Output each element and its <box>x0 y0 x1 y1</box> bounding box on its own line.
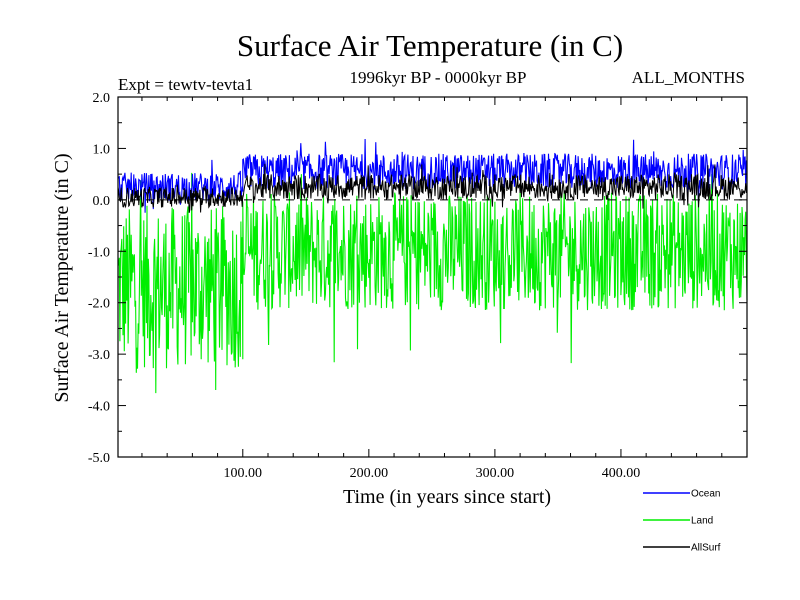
y-tick-label: -2.0 <box>88 297 110 312</box>
series-layer <box>117 138 748 394</box>
y-tick-label: -5.0 <box>88 451 110 466</box>
legend: Ocean Land AllSurf <box>643 489 721 554</box>
chart-subtitle: 1996kyr BP - 0000kyr BP <box>350 68 527 87</box>
experiment-label: Expt = tewtv-tevta1 <box>118 75 253 94</box>
y-tick-label: -3.0 <box>88 348 110 363</box>
y-axis-label: Surface Air Temperature (in C) <box>51 153 73 402</box>
x-axis: 100.00 200.00 300.00 400.00 <box>141 97 723 481</box>
x-tick-label: 400.00 <box>602 466 641 481</box>
x-tick-label: 200.00 <box>350 466 389 481</box>
y-axis: -5.0 -4.0 -3.0 -2.0 -1.0 0.0 1.0 2.0 <box>88 91 747 466</box>
chart-title: Surface Air Temperature (in C) <box>237 28 623 63</box>
legend-label-land: Land <box>691 516 713 527</box>
legend-label-ocean: Ocean <box>691 489 720 500</box>
y-tick-label: 0.0 <box>93 194 111 209</box>
x-tick-label: 100.00 <box>224 466 263 481</box>
legend-label-allsurf: AllSurf <box>691 543 721 554</box>
y-tick-label: -1.0 <box>88 245 110 260</box>
y-tick-label: 1.0 <box>93 142 111 157</box>
x-tick-label: 300.00 <box>476 466 515 481</box>
series-allsurf <box>117 163 748 213</box>
x-axis-label: Time (in years since start) <box>343 486 551 508</box>
y-tick-label: -4.0 <box>88 400 110 415</box>
y-tick-label: 2.0 <box>93 91 111 106</box>
series-land <box>117 172 748 394</box>
months-label: ALL_MONTHS <box>632 68 745 87</box>
